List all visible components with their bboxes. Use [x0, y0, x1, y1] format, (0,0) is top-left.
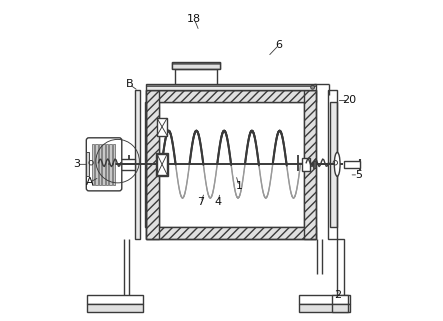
Bar: [337, 239, 344, 295]
Text: 7: 7: [197, 197, 204, 207]
Bar: [146, 227, 316, 239]
Bar: [109, 143, 112, 185]
Bar: [102, 143, 105, 185]
Bar: [299, 295, 350, 304]
Text: 4: 4: [215, 197, 222, 207]
Bar: [99, 143, 101, 185]
Bar: [328, 90, 337, 239]
Bar: [332, 295, 348, 304]
Text: 3: 3: [74, 159, 81, 169]
Bar: [332, 304, 348, 312]
Bar: [344, 160, 360, 168]
FancyBboxPatch shape: [86, 138, 122, 191]
Circle shape: [311, 85, 315, 89]
Text: 5: 5: [355, 170, 362, 180]
Bar: [172, 62, 220, 69]
Bar: [87, 295, 143, 304]
Text: 2: 2: [334, 291, 342, 300]
Bar: [96, 143, 98, 185]
Bar: [313, 160, 316, 168]
Bar: [156, 153, 168, 176]
Bar: [330, 102, 337, 227]
Bar: [87, 304, 143, 312]
Text: 6: 6: [276, 40, 283, 50]
Bar: [86, 152, 89, 176]
Bar: [146, 90, 159, 239]
Bar: [113, 143, 115, 185]
Bar: [135, 90, 140, 239]
Bar: [302, 158, 310, 171]
Bar: [106, 143, 108, 185]
Bar: [92, 143, 94, 185]
Bar: [145, 102, 146, 227]
Text: 1: 1: [236, 181, 243, 191]
Bar: [157, 154, 167, 175]
Bar: [146, 90, 316, 239]
Text: B: B: [126, 79, 133, 90]
Bar: [146, 90, 316, 102]
Bar: [175, 69, 217, 90]
Bar: [157, 118, 167, 135]
Text: 18: 18: [187, 14, 202, 24]
Text: A: A: [86, 177, 93, 187]
Bar: [108, 159, 135, 170]
Text: 20: 20: [342, 95, 356, 105]
Bar: [159, 102, 303, 227]
Bar: [299, 304, 350, 312]
Ellipse shape: [334, 152, 340, 176]
Bar: [303, 90, 316, 239]
Bar: [146, 84, 316, 90]
